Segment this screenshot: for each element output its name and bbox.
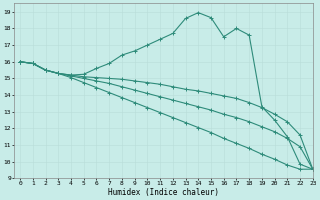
X-axis label: Humidex (Indice chaleur): Humidex (Indice chaleur) xyxy=(108,188,219,197)
